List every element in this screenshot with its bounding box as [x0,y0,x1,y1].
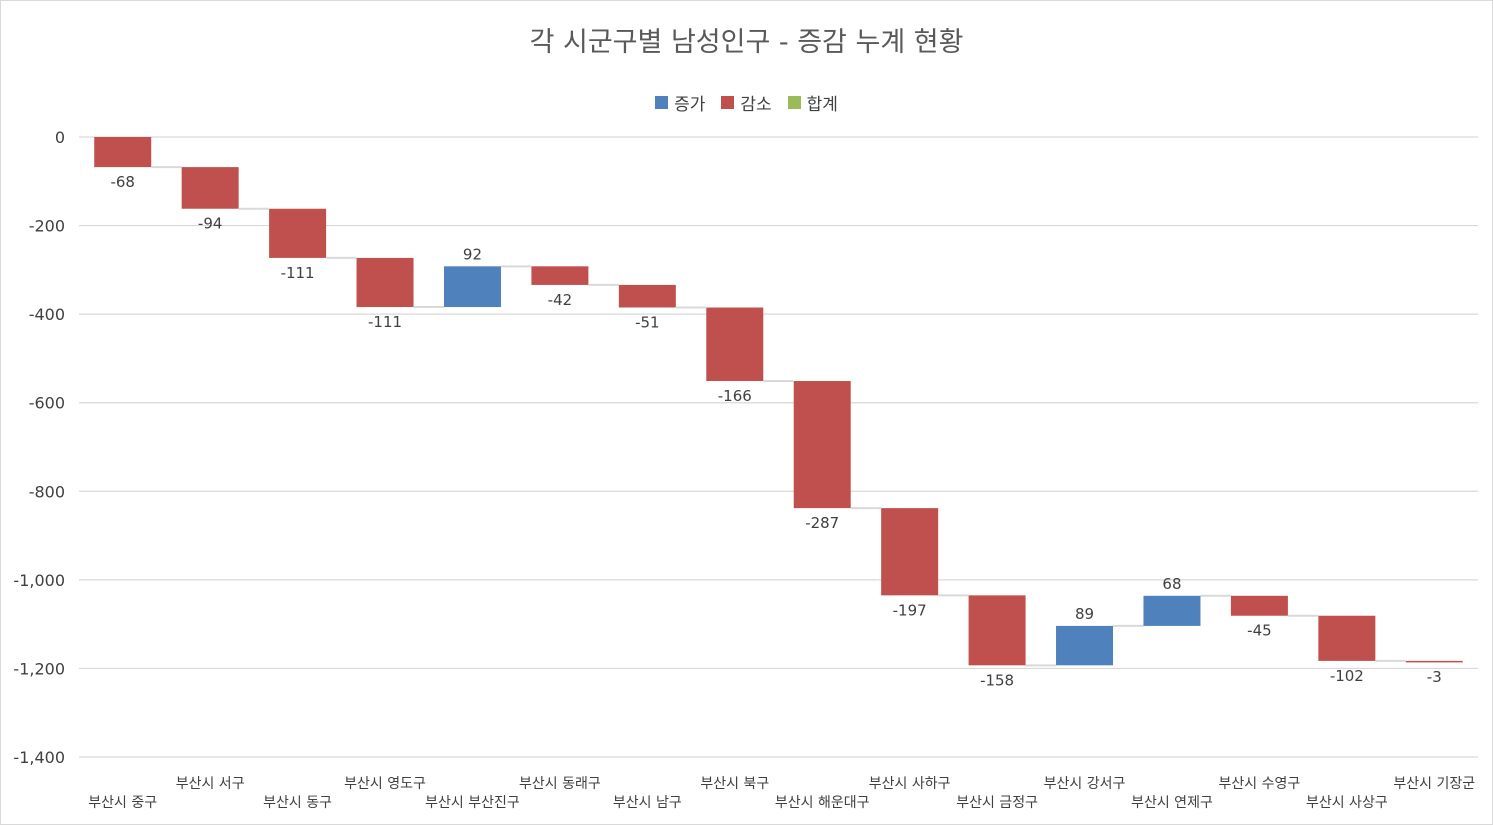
waterfall-bar [793,381,851,509]
x-category-label: 부산시 부산진구 [425,795,520,811]
x-category-label: 부산시 영도구 [344,776,426,792]
legend-swatch-increase [655,96,669,109]
y-tick-label: 0 [55,128,65,147]
waterfall-bar [94,137,152,168]
legend-swatch-total [787,96,801,109]
waterfall-bar [1056,625,1114,666]
waterfall-bar [531,266,589,285]
x-category-label: 부산시 해운대구 [775,795,870,811]
x-category-label: 부산시 중구 [88,795,157,811]
data-label: 92 [463,245,482,263]
x-category-label: 부산시 기장군 [1393,776,1475,792]
waterfall-bar [269,208,327,258]
y-tick-label: -1,400 [13,748,65,767]
legend-item-increase: 증가 [655,90,705,115]
y-tick-label: -1,000 [13,571,65,590]
data-label: -111 [368,313,402,331]
data-label: -94 [198,215,223,233]
waterfall-bar [1318,615,1376,661]
y-tick-label: -200 [29,217,65,236]
data-label: 68 [1162,575,1181,593]
waterfall-bar [1143,595,1201,626]
x-category-label: 부산시 연제구 [1131,795,1213,811]
data-label: -158 [980,671,1014,689]
legend-label-total: 합계 [806,95,838,115]
y-tick-label: -600 [29,394,65,413]
waterfall-bar [181,167,239,209]
data-label: -166 [718,387,752,405]
y-tick-label: -400 [29,305,65,324]
x-category-label: 부산시 동래구 [519,776,601,792]
legend-label-increase: 증가 [674,95,706,115]
x-category-label: 부산시 북구 [700,776,769,792]
data-label: -68 [110,173,135,191]
x-category-label: 부산시 수영구 [1219,776,1301,792]
x-category-label: 부산시 강서구 [1044,776,1126,792]
chart-legend: 증가 감소 합계 [0,90,1493,115]
x-category-label: 부산시 남구 [613,795,682,811]
legend-label-decrease: 감소 [740,95,772,115]
legend-swatch-decrease [721,96,735,109]
data-label: -45 [1247,622,1272,640]
x-category-label: 부산시 사상구 [1306,795,1388,811]
waterfall-bar [618,284,676,308]
y-tick-label: -1,200 [13,659,65,678]
legend-item-decrease: 감소 [721,90,772,115]
x-category-label: 부산시 서구 [176,776,245,792]
waterfall-bar [968,595,1026,666]
data-label: 89 [1075,605,1094,623]
waterfall-bar [356,257,414,308]
x-category-label: 부산시 금정구 [956,795,1038,811]
data-label: -3 [1427,668,1442,686]
waterfall-bar [706,307,764,382]
legend-item-total: 합계 [787,90,838,115]
data-label: -287 [805,514,839,532]
data-label: -111 [281,264,315,282]
y-tick-label: -800 [29,482,65,501]
x-category-label: 부산시 사하구 [869,776,951,792]
data-label: -42 [548,291,573,309]
waterfall-bar [1405,660,1463,663]
data-label: -102 [1330,667,1364,685]
data-label: -197 [893,601,927,619]
waterfall-bar [443,266,501,308]
waterfall-bar [1230,595,1288,616]
x-category-label: 부산시 동구 [263,795,332,811]
chart-title: 각 시군구별 남성인구 - 증감 누계 현황 [529,27,964,58]
data-label: -51 [635,314,660,332]
waterfall-bar [881,508,939,596]
